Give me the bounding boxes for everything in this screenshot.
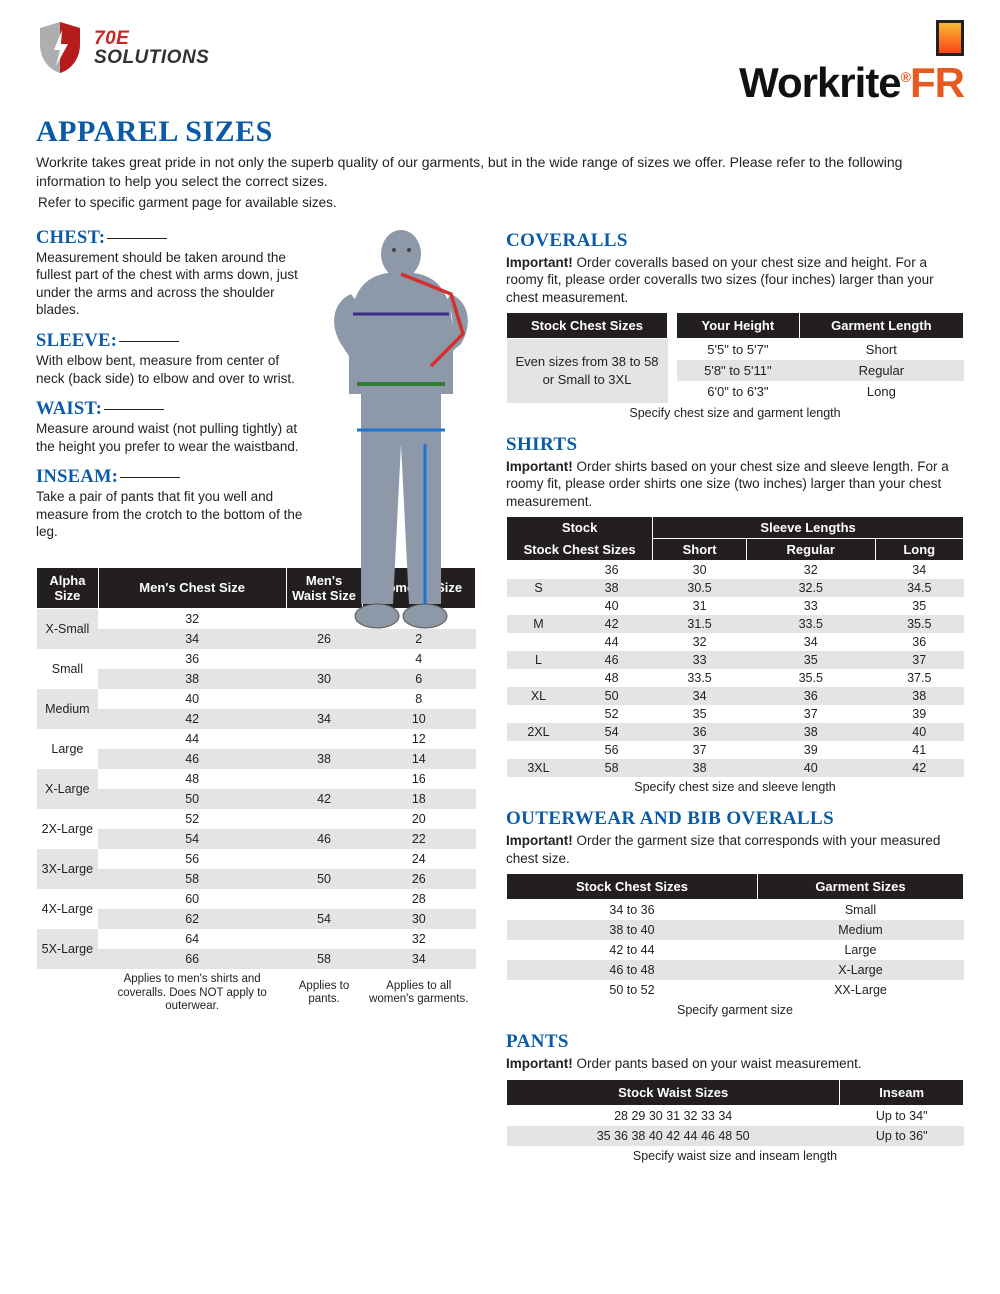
logo-top-text: 70E [94, 29, 209, 48]
th-short: Short [653, 539, 747, 561]
table-row: 5'8" to 5'11"Regular [677, 360, 964, 381]
outerwear-caption: Specify garment size [506, 1003, 964, 1017]
outerwear-important: Important! Order the garment size that c… [506, 832, 964, 867]
sleeve-text: With elbow bent, measure from center of … [36, 352, 306, 387]
table-row: XL50343638 [507, 687, 964, 705]
shirts-caption: Specify chest size and sleeve length [506, 780, 964, 794]
body-diagram-icon [301, 224, 501, 644]
table-row: 38 to 40Medium [507, 920, 964, 940]
th-stock: Stock [507, 517, 653, 539]
table-row: 2XL54363840 [507, 723, 964, 741]
th-long: Long [875, 539, 964, 561]
table-row: 585026 [37, 869, 476, 889]
coveralls-height-table: Your HeightGarment Length 5'5" to 5'7"Sh… [676, 312, 964, 402]
table-row: Large4412 [37, 729, 476, 749]
brand-fr: FR [910, 59, 964, 106]
table-row: 423410 [37, 709, 476, 729]
table-row: 36303234 [507, 561, 964, 580]
shirts-table: Stock Sleeve Lengths Stock Chest Sizes S… [506, 516, 964, 777]
outerwear-table: Stock Chest SizesGarment Sizes 34 to 36S… [506, 873, 964, 1000]
table-row: 625430 [37, 909, 476, 929]
table-row: 46 to 48X-Large [507, 960, 964, 980]
pants-caption: Specify waist size and inseam length [506, 1149, 964, 1163]
th-garment-length: Garment Length [799, 313, 963, 339]
logo-workrite: Workrite®FR [739, 20, 964, 107]
coveralls-heading: COVERALLS [506, 230, 964, 252]
th-chest-sizes: Stock Chest Sizes [507, 539, 653, 561]
th-out-size: Garment Sizes [757, 874, 963, 900]
sleeve-title: SLEEVE: [36, 331, 117, 351]
table-row: 544622 [37, 829, 476, 849]
table-row: 5'5" to 5'7"Short [677, 339, 964, 361]
chest-text: Measurement should be taken around the f… [36, 249, 306, 319]
logo-bottom-text: SOLUTIONS [94, 48, 209, 67]
table-row: 50 to 52XX-Large [507, 980, 964, 1000]
outerwear-heading: OUTERWEAR AND BIB OVERALLS [506, 808, 964, 830]
logo-70e: 70E SOLUTIONS [36, 20, 209, 75]
table-row: M4231.533.535.5 [507, 615, 964, 633]
table-footnote: Applies to men's shirts and coveralls. D… [37, 969, 476, 1018]
waist-text: Measure around waist (not pulling tightl… [36, 420, 306, 455]
table-row: Medium408 [37, 689, 476, 709]
waist-title: WAIST: [36, 399, 102, 419]
brand-workrite: Workrite [739, 59, 901, 106]
table-row: X-Large4816 [37, 769, 476, 789]
table-row: 44323436 [507, 633, 964, 651]
table-row: 665834 [37, 949, 476, 969]
table-row: Small364 [37, 649, 476, 669]
table-row: 4X-Large6028 [37, 889, 476, 909]
table-row: 3X-Large5624 [37, 849, 476, 869]
chest-title: CHEST: [36, 228, 105, 248]
table-row: 463814 [37, 749, 476, 769]
th-sleeve-lengths: Sleeve Lengths [653, 517, 964, 539]
table-row: 504218 [37, 789, 476, 809]
th-inseam: Inseam [840, 1079, 964, 1105]
coveralls-caption: Specify chest size and garment length [506, 406, 964, 420]
inseam-title: INSEAM: [36, 467, 118, 487]
table-row: 6'0" to 6'3"Long [677, 381, 964, 402]
measurement-figure: CHEST: Measurement should be taken aroun… [36, 228, 476, 541]
header: 70E SOLUTIONS Workrite®FR [36, 20, 964, 107]
coveralls-important: Important! Order coveralls based on your… [506, 254, 964, 307]
table-row: 38306 [37, 669, 476, 689]
shirts-important: Important! Order shirts based on your ch… [506, 458, 964, 511]
table-row: 52353739 [507, 705, 964, 723]
th-alpha-size: Alpha Size [37, 567, 99, 608]
table-row: 2X-Large5220 [37, 809, 476, 829]
pants-important: Important! Order pants based on your wai… [506, 1055, 964, 1073]
th-regular: Regular [746, 539, 875, 561]
page-title: APPAREL SIZES [36, 115, 964, 149]
pants-heading: PANTS [506, 1031, 964, 1053]
table-row: 40313335 [507, 597, 964, 615]
coveralls-chest-value: Even sizes from 38 to 58 or Small to 3XL [507, 339, 668, 403]
th-height: Your Height [677, 313, 800, 339]
table-row: 42 to 44Large [507, 940, 964, 960]
table-row: 56373941 [507, 741, 964, 759]
table-row: 5X-Large6432 [37, 929, 476, 949]
intro-text: Workrite takes great pride in not only t… [36, 153, 964, 191]
flame-icon [936, 20, 964, 56]
table-row: 4833.535.537.5 [507, 669, 964, 687]
th-men-s-chest-size: Men's Chest Size [98, 567, 286, 608]
coveralls-chest-table: Stock Chest Sizes Even sizes from 38 to … [506, 312, 668, 402]
table-row: 34 to 36Small [507, 900, 964, 921]
subintro-text: Refer to specific garment page for avail… [36, 195, 964, 210]
pants-table: Stock Waist SizesInseam 28 29 30 31 32 3… [506, 1079, 964, 1146]
shield-icon [36, 20, 84, 75]
table-row: S3830.532.534.5 [507, 579, 964, 597]
table-row: L46333537 [507, 651, 964, 669]
inseam-text: Take a pair of pants that fit you well a… [36, 488, 306, 541]
table-row: 3XL58384042 [507, 759, 964, 777]
table-row: 35 36 38 40 42 44 46 48 50Up to 36" [507, 1126, 964, 1146]
shirts-heading: SHIRTS [506, 434, 964, 456]
th-stock-chest: Stock Chest Sizes [507, 313, 668, 339]
th-waist: Stock Waist Sizes [507, 1079, 840, 1105]
table-row: 28 29 30 31 32 33 34Up to 34" [507, 1105, 964, 1126]
th-out-chest: Stock Chest Sizes [507, 874, 758, 900]
